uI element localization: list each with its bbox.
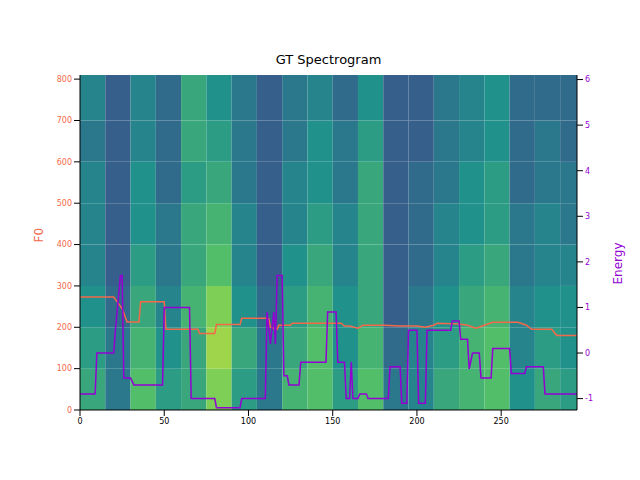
svg-text:500: 500 bbox=[57, 199, 72, 208]
svg-text:300: 300 bbox=[57, 282, 72, 291]
svg-text:150: 150 bbox=[325, 417, 340, 426]
svg-text:0: 0 bbox=[77, 417, 82, 426]
svg-text:100: 100 bbox=[57, 364, 72, 373]
svg-text:0: 0 bbox=[585, 349, 590, 358]
svg-text:0: 0 bbox=[67, 406, 72, 415]
svg-text:-1: -1 bbox=[585, 394, 593, 403]
svg-text:F0: F0 bbox=[32, 228, 46, 243]
svg-text:100: 100 bbox=[241, 417, 256, 426]
svg-text:400: 400 bbox=[57, 240, 72, 249]
svg-text:200: 200 bbox=[57, 323, 72, 332]
svg-text:2: 2 bbox=[585, 258, 590, 267]
svg-text:200: 200 bbox=[409, 417, 424, 426]
svg-text:250: 250 bbox=[494, 417, 509, 426]
svg-text:1: 1 bbox=[585, 303, 590, 312]
svg-text:6: 6 bbox=[585, 75, 590, 84]
svg-text:3: 3 bbox=[585, 212, 590, 221]
html-text:GT Spectrogram: GT Spectrogram bbox=[275, 52, 382, 67]
svg-text:700: 700 bbox=[57, 116, 72, 125]
svg-text:600: 600 bbox=[57, 158, 72, 167]
svg-text:50: 50 bbox=[159, 417, 169, 426]
svg-text:5: 5 bbox=[585, 121, 590, 130]
svg-text:800: 800 bbox=[57, 75, 72, 84]
svg-text:4: 4 bbox=[585, 167, 590, 176]
svg-text:Energy: Energy bbox=[611, 243, 625, 285]
